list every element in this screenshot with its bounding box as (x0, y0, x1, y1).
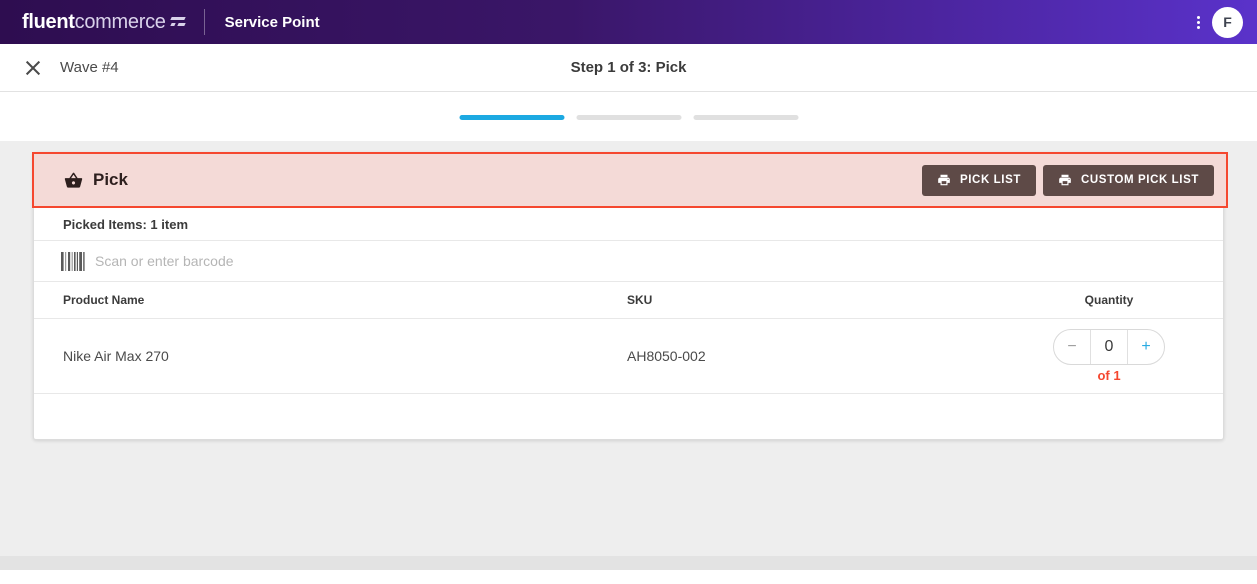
quantity-value: 0 (1104, 338, 1114, 355)
column-header-sku: SKU (627, 293, 653, 307)
table-header-row: Product Name SKU Quantity (34, 282, 1223, 319)
topbar-right: F (1193, 6, 1243, 38)
wave-subheader: Wave #4 Step 1 of 3: Pick (0, 44, 1257, 92)
step-indicator-label: Step 1 of 3: Pick (570, 59, 687, 76)
close-icon[interactable] (24, 59, 42, 77)
pick-card-header-highlighted: Pick PICK LIST CUSTOM PICK LIST (32, 152, 1228, 208)
wave-title: Wave #4 (60, 59, 119, 76)
avatar[interactable]: F (1212, 6, 1243, 38)
column-header-quantity: Quantity (1084, 293, 1134, 307)
progress-segment-1-active (459, 115, 564, 120)
printer-icon (938, 174, 950, 186)
pick-list-button[interactable]: PICK LIST (921, 164, 1036, 196)
topbar-divider (203, 9, 205, 35)
custom-pick-list-button-label: CUSTOM PICK LIST (1080, 174, 1199, 186)
main-content: Pick PICK LIST CUSTOM PICK LIST (0, 141, 1257, 570)
picked-items-count: Picked Items: 1 item (63, 216, 188, 232)
progress-segment-2 (576, 115, 681, 120)
barcode-icon (61, 251, 85, 271)
basket-icon (64, 172, 83, 188)
progress-segment-3 (693, 115, 798, 120)
pick-header-left: Pick (64, 170, 128, 190)
pick-title: Pick (93, 170, 128, 189)
quantity-of-total-label: of 1 (1097, 368, 1121, 383)
footer-strip (0, 556, 1257, 570)
pick-header-buttons: PICK LIST CUSTOM PICK LIST (921, 164, 1214, 196)
step-progress-bar (459, 115, 798, 120)
sku-cell: AH8050-002 (627, 348, 706, 364)
pick-card: Pick PICK LIST CUSTOM PICK LIST (32, 152, 1228, 440)
printer-icon (1059, 174, 1071, 186)
quantity-stepper: − 0 + (1053, 329, 1165, 365)
quantity-decrement-button[interactable]: − (1054, 330, 1091, 364)
barcode-input[interactable] (95, 241, 1223, 281)
product-name-cell: Nike Air Max 270 (63, 348, 169, 364)
kebab-menu-icon[interactable] (1193, 12, 1204, 33)
fluent-commerce-logo[interactable]: fluent commerce (22, 11, 186, 34)
pick-list-button-label: PICK LIST (959, 174, 1021, 186)
custom-pick-list-button[interactable]: CUSTOM PICK LIST (1042, 164, 1214, 196)
picked-items-row: Picked Items: 1 item (34, 208, 1223, 241)
column-header-product-name: Product Name (63, 293, 145, 307)
barcode-scan-row (34, 241, 1223, 282)
app-title: Service Point (224, 13, 320, 31)
logo-text-bold: fluent (22, 10, 75, 33)
progress-section (0, 93, 1257, 141)
table-row: Nike Air Max 270 AH8050-002 − 0 + of 1 (34, 319, 1223, 394)
logo-text-light: commerce (74, 10, 166, 33)
fluent-logo-glyph-icon (169, 16, 186, 28)
avatar-initial: F (1223, 14, 1232, 30)
topbar: fluent commerce Service Point F (0, 0, 1257, 44)
quantity-cell: − 0 + of 1 (1023, 329, 1223, 383)
quantity-increment-button[interactable]: + (1127, 330, 1164, 364)
